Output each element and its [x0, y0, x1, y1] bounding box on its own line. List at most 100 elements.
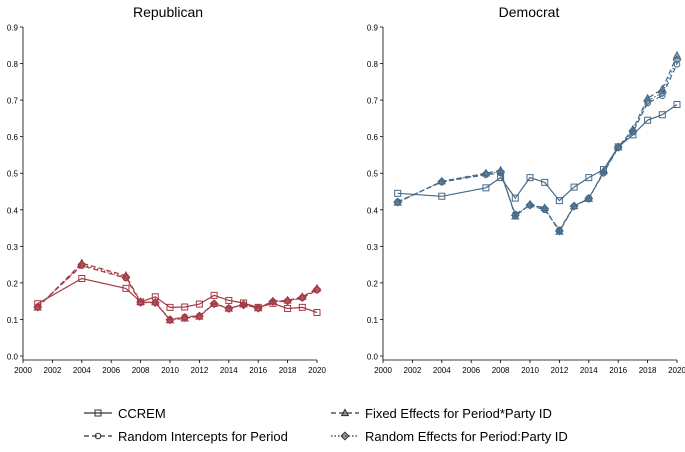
democrat-point-random-effects-for-period-party-id: [598, 167, 609, 177]
republican-y-tick-label: 0.9: [7, 24, 19, 33]
democrat-point-random-effects-for-period-party-id: [525, 200, 535, 210]
legend-swatch-ccrem: [84, 409, 112, 417]
republican-y-tick-label: 0.0: [7, 353, 19, 362]
democrat-point-ccrem: [644, 116, 652, 124]
legend-swatch-random-effects: [331, 431, 359, 441]
republican-series-line-random-effects-for-period-party-id: [37, 263, 318, 321]
democrat-x-tick-label: 2014: [580, 366, 598, 375]
democrat-point-random-effects-for-period-party-id: [657, 88, 667, 98]
republican-point-random-effects-for-period-party-id: [33, 302, 43, 312]
democrat-point-ccrem: [438, 192, 446, 200]
republican-point-ccrem: [284, 304, 292, 312]
democrat-point-random-effects-for-period-party-id: [496, 167, 506, 177]
legend-marker-fixed-effects-for-period-party-id: [340, 408, 350, 417]
republican-panel-title: Republican: [133, 4, 203, 20]
legend-swatch-fixed-effects: [331, 408, 359, 417]
republican-x-tick-label: 2016: [249, 366, 267, 375]
democrat-x-tick-label: 2000: [374, 366, 392, 375]
legend-marker-ccrem: [94, 409, 102, 417]
democrat-point-random-effects-for-period-party-id: [613, 142, 623, 152]
legend-marker-random-effects-for-period-party-id: [340, 431, 350, 441]
democrat-point-random-effects-for-period-party-id: [569, 201, 579, 211]
republican-x-tick-label: 2010: [161, 366, 179, 375]
democrat-y-tick-label: 0.9: [367, 24, 379, 33]
republican-point-ccrem: [195, 300, 203, 308]
democrat-y-tick-label: 0.5: [367, 170, 379, 179]
republican-x-tick-label: 2020: [308, 366, 326, 375]
republican-point-ccrem: [313, 308, 321, 316]
democrat-point-random-effects-for-period-party-id: [554, 226, 564, 236]
democrat-point-ccrem: [585, 174, 593, 182]
democrat-panel: Democrat 0.0 0.1 0.2 0.3 0.4 0.5 0.6 0.7 0.8 0.9 2…: [367, 4, 685, 375]
democrat-x-tick-label: 2016: [609, 366, 627, 375]
legend-entry-random-effects: Random Effects for Period:Party ID: [331, 429, 568, 444]
democrat-y-tick-label: 0.1: [367, 316, 379, 325]
republican-y-tick-label: 0.8: [7, 60, 19, 69]
democrat-series-random-effects-for-period-party-id: [393, 55, 682, 236]
republican-point-random-effects-for-period-party-id: [194, 311, 204, 321]
democrat-series-line-random-effects-for-period-party-id: [397, 59, 678, 233]
republican-series-random-intercepts-for-period: [34, 262, 321, 323]
republican-series-line-ccrem: [37, 277, 318, 314]
republican-panel: Republican 0.0 0.1 0.2 0.3 0.4 0.5 0.6 0.7 0.8 0.…: [7, 4, 327, 375]
republican-y-tick-label: 0.2: [7, 279, 19, 288]
democrat-point-ccrem: [526, 174, 534, 182]
republican-point-random-effects-for-period-party-id: [165, 315, 175, 325]
republican-point-random-effects-for-period-party-id: [253, 303, 263, 313]
republican-point-ccrem: [122, 284, 130, 292]
republican-x-tick-label: 2008: [132, 366, 150, 375]
republican-x-tick-label: 2004: [73, 366, 91, 375]
democrat-y-tick-label: 0.0: [367, 353, 379, 362]
legend-marker-random-intercepts-for-period: [94, 432, 102, 440]
republican-point-random-effects-for-period-party-id: [283, 296, 293, 306]
republican-point-random-effects-for-period-party-id: [268, 297, 278, 307]
republican-point-ccrem: [166, 303, 174, 311]
legend-label-random-effects: Random Effects for Period:Party ID: [365, 429, 568, 444]
republican-y-tick-label: 0.6: [7, 133, 19, 142]
democrat-series-line-ccrem: [397, 104, 678, 202]
democrat-point-ccrem: [555, 197, 563, 205]
republican-x-tick-label: 2000: [14, 366, 32, 375]
democrat-point-random-effects-for-period-party-id: [510, 210, 520, 220]
democrat-point-ccrem: [658, 111, 666, 119]
legend-entry-ccrem: CCREM: [84, 406, 166, 421]
republican-y-tick-label: 0.3: [7, 243, 19, 252]
republican-point-ccrem: [210, 291, 218, 299]
republican-y-tick-label: 0.5: [7, 170, 19, 179]
democrat-point-random-effects-for-period-party-id: [672, 55, 682, 65]
legend-swatch-random-intercepts: [84, 432, 112, 440]
legend-entry-random-intercepts: Random Intercepts for Period: [84, 429, 288, 444]
democrat-point-ccrem: [673, 100, 681, 108]
republican-y-tick-label: 0.7: [7, 97, 19, 106]
democrat-x-tick-label: 2004: [433, 366, 451, 375]
democrat-point-random-effects-for-period-party-id: [643, 96, 653, 106]
democrat-x-tick-label: 2002: [404, 366, 422, 375]
democrat-x-tick-label: 2012: [551, 366, 569, 375]
democrat-x-tick-label: 2020: [668, 366, 685, 375]
republican-point-ccrem: [225, 296, 233, 304]
democrat-y-tick-label: 0.4: [367, 206, 379, 215]
republican-y-tick-label: 0.1: [7, 316, 19, 325]
republican-point-ccrem: [298, 303, 306, 311]
democrat-point-random-effects-for-period-party-id: [437, 177, 447, 187]
democrat-y-tick-label: 0.2: [367, 279, 379, 288]
republican-x-tick-label: 2014: [220, 366, 238, 375]
democrat-panel-title: Democrat: [499, 4, 560, 20]
republican-series-line-fixed-effects-for-period-party-id: [37, 262, 318, 321]
republican-point-random-effects-for-period-party-id: [77, 260, 87, 270]
republican-point-random-effects-for-period-party-id: [150, 298, 160, 308]
republican-point-random-effects-for-period-party-id: [224, 303, 234, 313]
republican-series-ccrem: [34, 275, 321, 316]
democrat-point-random-effects-for-period-party-id: [393, 197, 403, 207]
republican-point-random-effects-for-period-party-id: [209, 299, 219, 309]
democrat-series-line-random-intercepts-for-period: [397, 64, 678, 231]
legend: CCREM Fixed Effects for Period*Party ID …: [84, 406, 568, 444]
republican-point-ccrem: [78, 275, 86, 283]
democrat-point-ccrem: [511, 194, 519, 202]
democrat-x-tick-label: 2006: [462, 366, 480, 375]
democrat-point-random-effects-for-period-party-id: [628, 126, 638, 136]
democrat-point-ccrem: [541, 178, 549, 186]
democrat-point-ccrem: [570, 183, 578, 191]
democrat-x-tick-label: 2008: [492, 366, 510, 375]
